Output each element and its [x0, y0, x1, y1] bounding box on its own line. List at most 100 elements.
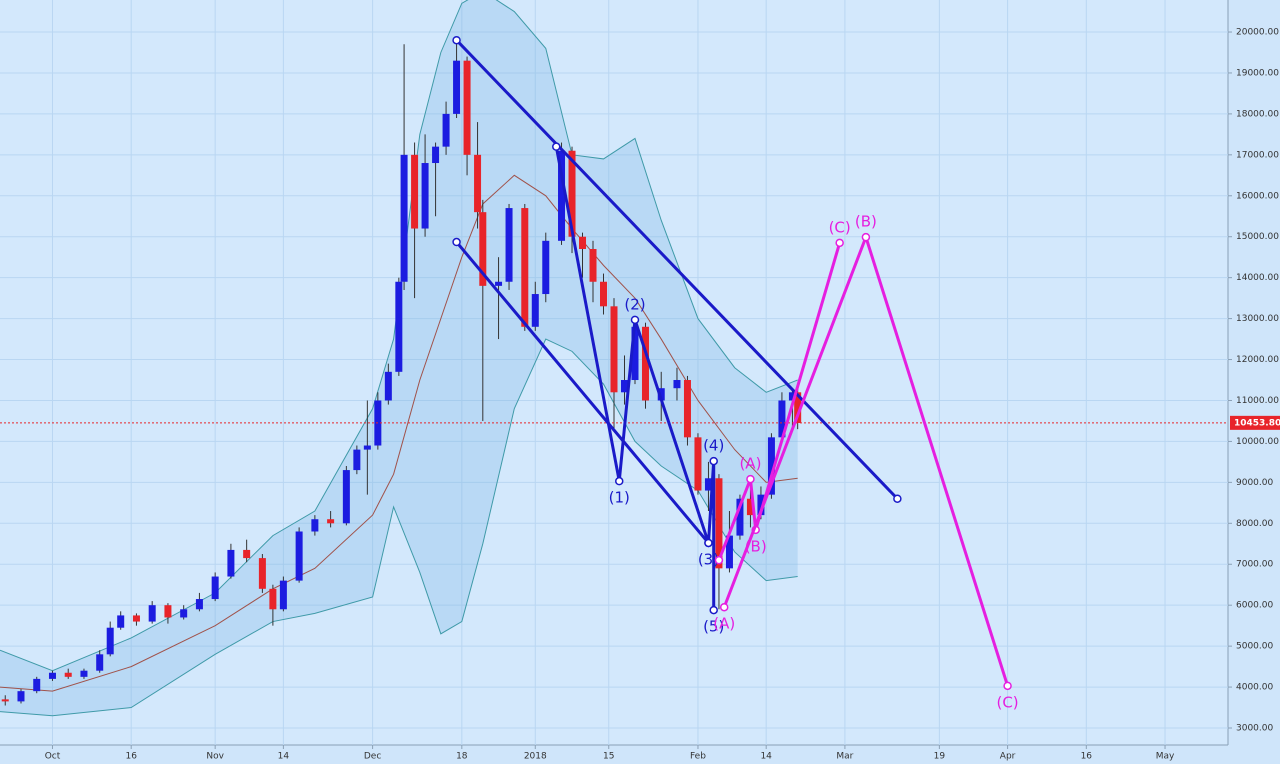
y-tick-label: 9000.00 — [1236, 478, 1273, 488]
y-tick-label: 17000.00 — [1236, 150, 1279, 160]
x-tick-label: Feb — [690, 752, 706, 762]
wave-label: (3) — [698, 550, 719, 568]
candle-body — [269, 588, 277, 610]
wave-label: (C) — [996, 693, 1018, 711]
x-tick-label: May — [1156, 752, 1175, 762]
x-tick-label: 16 — [1081, 752, 1093, 762]
candle-body — [620, 380, 628, 393]
x-tick-label: 2018 — [524, 752, 547, 762]
y-tick-label: 6000.00 — [1236, 601, 1273, 611]
y-tick-label: 13000.00 — [1236, 314, 1279, 324]
candle-body — [432, 146, 440, 164]
candle-body — [400, 154, 408, 282]
y-tick-label: 3000.00 — [1236, 724, 1273, 734]
candle-body — [657, 388, 665, 401]
candle-body — [311, 519, 319, 532]
candle-body — [568, 150, 576, 237]
candle-body — [495, 281, 503, 286]
candle-body — [579, 236, 587, 250]
candle-body — [17, 691, 25, 702]
wave-point — [893, 494, 902, 503]
y-tick-label: 12000.00 — [1236, 355, 1279, 365]
band-line — [0, 174, 798, 692]
candle-body — [600, 281, 608, 307]
band-line — [0, 338, 798, 717]
candle-body — [589, 249, 597, 282]
candle-body — [542, 240, 550, 295]
candle-body — [411, 154, 419, 229]
wave-point — [835, 238, 844, 248]
candle-body — [442, 113, 450, 147]
candle-body — [148, 605, 156, 622]
candle-body — [421, 163, 429, 229]
candle-body — [736, 498, 744, 536]
candle-body — [80, 670, 88, 677]
candle-body — [757, 494, 765, 516]
wave-point — [630, 315, 640, 325]
x-tick-label: 15 — [603, 752, 614, 762]
y-tick-label: 7000.00 — [1236, 560, 1273, 570]
wave-point — [552, 142, 561, 151]
wave-label: (C) — [829, 218, 851, 236]
candle-body — [746, 498, 754, 516]
candle-body — [195, 599, 203, 610]
candle-body — [353, 449, 361, 471]
y-tick-label: 18000.00 — [1236, 109, 1279, 119]
candle-body — [243, 549, 251, 559]
wave-point — [719, 602, 729, 612]
candle-body — [641, 326, 649, 401]
candle-body — [725, 535, 733, 569]
x-tick-label: 16 — [125, 752, 137, 762]
wave-point — [861, 232, 871, 242]
y-tick-label: 10000.00 — [1236, 437, 1279, 447]
x-tick-label: Nov — [206, 752, 224, 762]
candle-body — [558, 150, 566, 241]
y-tick-label: 16000.00 — [1236, 191, 1279, 201]
wave-label: (1) — [609, 489, 630, 507]
x-tick-label: Mar — [836, 752, 853, 762]
candle-body — [463, 60, 471, 155]
trend-line — [455, 241, 710, 544]
candle-body — [788, 392, 796, 401]
x-tick-label: 14 — [278, 752, 290, 762]
candle-body — [164, 605, 172, 618]
candle-body — [453, 60, 461, 114]
candle-body — [64, 672, 72, 677]
wave-point — [614, 476, 624, 486]
candle-body — [132, 615, 140, 622]
wave-point — [452, 35, 461, 45]
y-tick-label: 19000.00 — [1236, 68, 1279, 78]
wave-label: (A) — [713, 615, 735, 633]
x-tick-label: 18 — [456, 752, 468, 762]
candle-body — [778, 400, 786, 438]
x-tick-label: 14 — [760, 752, 772, 762]
wave-label: (A) — [739, 455, 761, 473]
candle-body — [327, 519, 335, 524]
y-tick-label: 15000.00 — [1236, 232, 1279, 242]
trend-line — [455, 39, 899, 500]
band-line — [0, 0, 798, 672]
candle-body — [395, 281, 403, 372]
candle-body — [531, 294, 539, 327]
candle-body — [211, 576, 219, 600]
candle-body — [227, 549, 235, 577]
candle-body — [715, 478, 723, 569]
candle-body — [767, 437, 775, 495]
candle-body — [384, 371, 392, 401]
x-tick-label: Dec — [364, 752, 381, 762]
y-tick-label: 20000.00 — [1236, 28, 1279, 38]
wave-label: (5) — [703, 618, 724, 636]
last-price-box — [1230, 415, 1280, 430]
candle-body — [117, 615, 125, 628]
candle-body — [180, 609, 188, 618]
candle-body — [48, 672, 56, 679]
candle-body — [96, 654, 104, 671]
candle-body — [106, 627, 114, 655]
trend-line — [554, 146, 716, 611]
candle-body — [479, 212, 487, 286]
y-tick-label: 14000.00 — [1236, 273, 1279, 283]
candle-body — [258, 558, 266, 589]
candle-body — [295, 531, 303, 581]
